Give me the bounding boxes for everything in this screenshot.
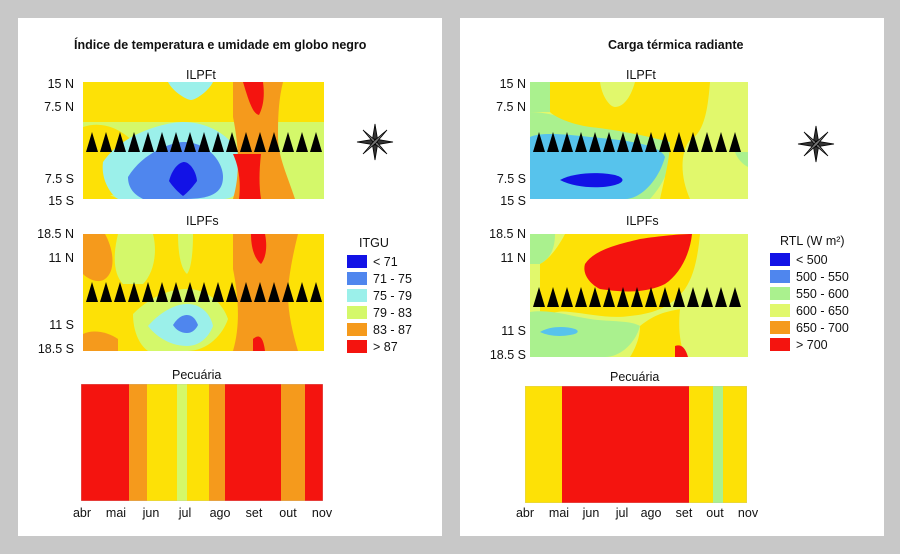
y-label: 7.5 N bbox=[44, 100, 74, 114]
legend-label: > 700 bbox=[796, 337, 828, 352]
itgu-ilpfs-map bbox=[83, 234, 324, 351]
y-label: 15 N bbox=[499, 77, 526, 91]
legend-swatch bbox=[347, 340, 367, 353]
legend-title: RTL (W m²) bbox=[780, 234, 845, 248]
month-label: jun bbox=[582, 506, 600, 520]
y-label: 7.5 N bbox=[496, 100, 526, 114]
legend-swatch bbox=[770, 321, 790, 334]
itgu-panel: Índice de temperatura e umidade em globo… bbox=[18, 18, 442, 536]
legend-item: < 500 bbox=[770, 252, 828, 267]
legend-label: < 500 bbox=[796, 252, 828, 267]
itgu-ilpfs-trees bbox=[86, 282, 322, 302]
legend-label: 83 - 87 bbox=[373, 322, 412, 337]
legend-swatch bbox=[770, 253, 790, 266]
legend-label: 550 - 600 bbox=[796, 286, 849, 301]
legend-label: < 71 bbox=[373, 254, 398, 269]
month-label: abr bbox=[72, 506, 92, 520]
month-label: nov bbox=[737, 506, 759, 520]
month-label: ago bbox=[209, 506, 231, 520]
legend-label: 650 - 700 bbox=[796, 320, 849, 335]
month-label: nov bbox=[311, 506, 333, 520]
legend-item: 650 - 700 bbox=[770, 320, 849, 335]
legend-item: 600 - 650 bbox=[770, 303, 849, 318]
itgu-ilpft-map bbox=[83, 82, 324, 199]
month-label: set bbox=[245, 506, 263, 520]
legend-swatch bbox=[347, 323, 367, 336]
y-label: 15 S bbox=[500, 194, 526, 208]
rtl-ilpft-trees bbox=[533, 132, 741, 152]
legend-swatch bbox=[770, 287, 790, 300]
legend-swatch bbox=[770, 338, 790, 351]
legend-title: ITGU bbox=[359, 236, 389, 250]
legend-item: 500 - 550 bbox=[770, 269, 849, 284]
legend-swatch bbox=[347, 255, 367, 268]
y-label: 7.5 S bbox=[44, 172, 74, 186]
itgu-ilpft-trees bbox=[86, 132, 322, 152]
month-label: abr bbox=[515, 506, 535, 520]
legend-label: > 87 bbox=[373, 339, 398, 354]
legend-swatch bbox=[347, 272, 367, 285]
y-label: 18.5 N bbox=[489, 227, 526, 241]
rtl-title: Carga térmica radiante bbox=[608, 38, 744, 52]
legend-item: 550 - 600 bbox=[770, 286, 849, 301]
itgu-pecuaria-map bbox=[81, 384, 323, 501]
legend-item: > 87 bbox=[347, 339, 398, 354]
legend-label: 75 - 79 bbox=[373, 288, 412, 303]
ilpfs-label: ILPFs bbox=[186, 214, 219, 228]
legend-swatch bbox=[770, 270, 790, 283]
y-label: 11 N bbox=[500, 251, 526, 265]
pecuaria-label: Pecuária bbox=[172, 368, 222, 382]
y-label: 11 S bbox=[501, 324, 526, 338]
rtl-pecuaria-map bbox=[525, 386, 747, 503]
ilpft-label: ILPFt bbox=[186, 68, 216, 82]
y-label: 11 S bbox=[49, 318, 74, 332]
month-label: set bbox=[675, 506, 693, 520]
y-label: 15 S bbox=[48, 194, 74, 208]
legend-label: 500 - 550 bbox=[796, 269, 849, 284]
month-label: jul bbox=[178, 506, 192, 520]
month-label: jun bbox=[142, 506, 160, 520]
legend-item: 71 - 75 bbox=[347, 271, 412, 286]
y-label: 18.5 N bbox=[37, 227, 74, 241]
y-label: 18.5 S bbox=[489, 348, 526, 362]
month-label: mai bbox=[105, 506, 127, 520]
legend-label: 79 - 83 bbox=[373, 305, 412, 320]
compass-rose-icon bbox=[797, 125, 835, 163]
legend-swatch bbox=[770, 304, 790, 317]
month-label: out bbox=[706, 506, 724, 520]
legend-item: > 700 bbox=[770, 337, 828, 352]
legend-item: 83 - 87 bbox=[347, 322, 412, 337]
legend-item: 75 - 79 bbox=[347, 288, 412, 303]
legend-label: 600 - 650 bbox=[796, 303, 849, 318]
legend-swatch bbox=[347, 289, 367, 302]
legend-label: 71 - 75 bbox=[373, 271, 412, 286]
y-label: 11 N bbox=[48, 251, 74, 265]
legend-item: 79 - 83 bbox=[347, 305, 412, 320]
y-label: 15 N bbox=[47, 77, 74, 91]
ilpft-label: ILPFt bbox=[626, 68, 656, 82]
legend-item: < 71 bbox=[347, 254, 398, 269]
y-label: 18.5 S bbox=[37, 342, 74, 356]
ilpfs-label: ILPFs bbox=[626, 214, 659, 228]
y-label: 7.5 S bbox=[496, 172, 526, 186]
month-label: out bbox=[279, 506, 297, 520]
month-label: ago bbox=[640, 506, 662, 520]
month-label: jul bbox=[615, 506, 629, 520]
legend-swatch bbox=[347, 306, 367, 319]
rtl-panel: Carga térmica radiante ILPFt 15 N 7.5 N … bbox=[460, 18, 884, 536]
compass-rose-icon bbox=[356, 123, 394, 161]
pecuaria-label: Pecuária bbox=[610, 370, 660, 384]
month-label: mai bbox=[548, 506, 570, 520]
rtl-ilpfs-trees bbox=[533, 287, 741, 307]
itgu-title: Índice de temperatura e umidade em globo… bbox=[74, 38, 367, 52]
